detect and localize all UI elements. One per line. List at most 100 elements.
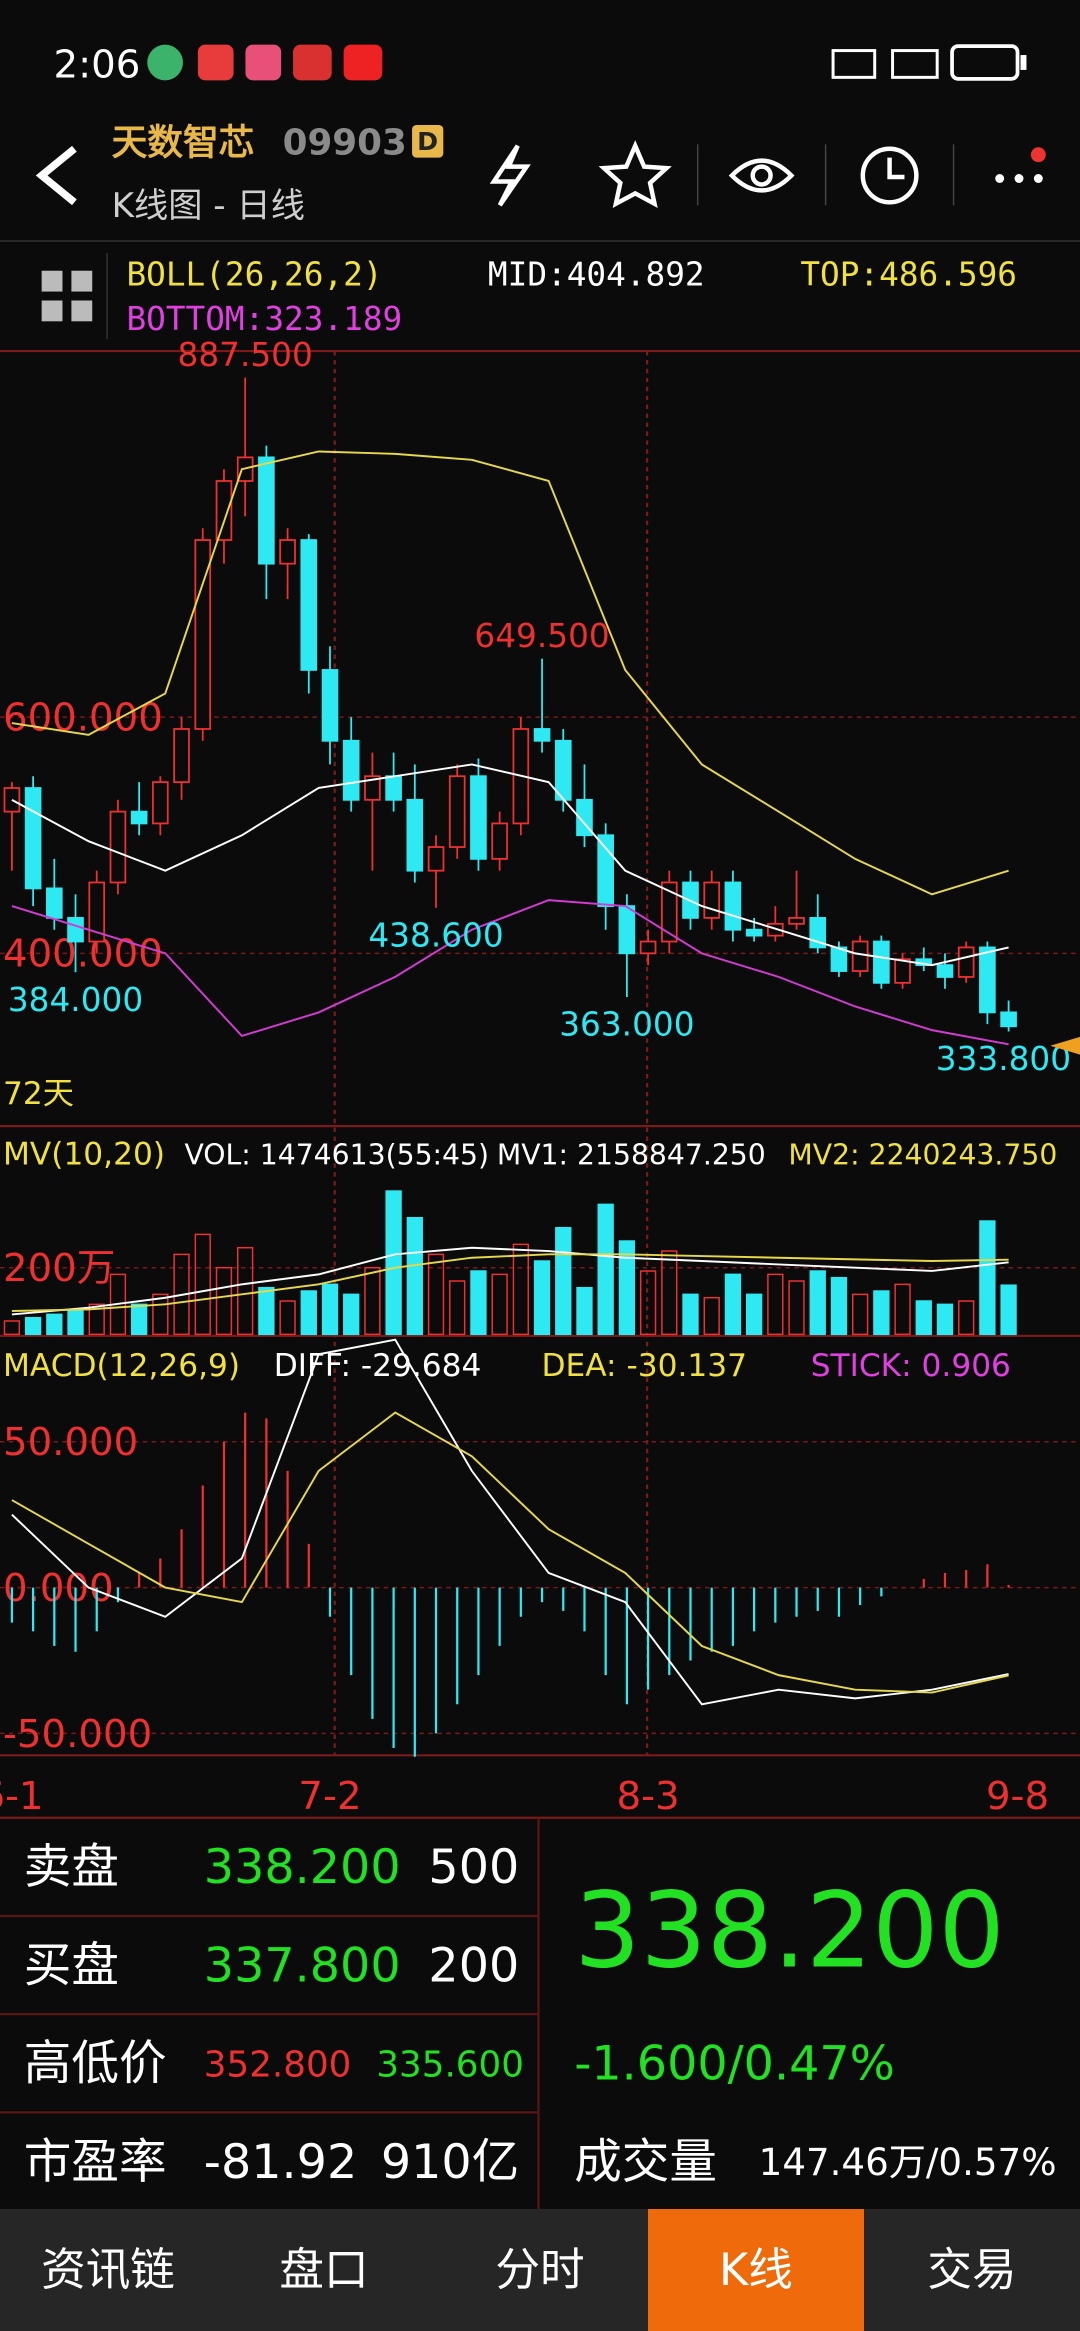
grid-icon[interactable] xyxy=(41,270,93,322)
volume-value: 147.46万/0.57% xyxy=(759,2140,1057,2184)
price-annotation: 887.500 xyxy=(178,336,313,374)
volume-bar xyxy=(851,1293,869,1336)
volume-bar xyxy=(703,1296,720,1336)
price-annotation: 384.000 xyxy=(8,981,143,1019)
status-icons xyxy=(147,44,1027,81)
candle-body xyxy=(45,887,63,919)
candle-body xyxy=(491,822,508,860)
volume-bar xyxy=(237,1246,254,1336)
volume-bar xyxy=(449,1280,466,1336)
volume-bar xyxy=(130,1303,148,1336)
volume-bar xyxy=(618,1240,636,1336)
candle-body xyxy=(957,946,975,978)
boll-top: TOP:486.596 xyxy=(800,256,1017,294)
volume-info: MV1: 2158847.250 xyxy=(497,1139,766,1172)
quote-label: 市盈率 xyxy=(24,2135,167,2190)
volume-bar xyxy=(343,1293,360,1336)
volume-bar xyxy=(661,1250,678,1336)
chart: 600.000400.000887.500649.500384.000438.6… xyxy=(0,336,1080,1819)
candle-body xyxy=(533,728,551,742)
y-tick-label: -50.000 xyxy=(3,1712,152,1757)
volume-bar xyxy=(830,1276,848,1336)
candle-body xyxy=(109,810,127,884)
toolbar[interactable] xyxy=(489,140,919,209)
volume-bar xyxy=(427,1253,445,1336)
volume-bar xyxy=(364,1266,381,1336)
badge-bg xyxy=(412,124,444,158)
price-annotation: 333.800 xyxy=(936,1040,1071,1078)
indicator-line xyxy=(11,1338,1009,1706)
candle-body xyxy=(873,940,890,984)
pe-ratio: -81.92 xyxy=(204,2135,357,2190)
quote: 卖盘 338.200 500 买盘 337.800 200 高低价 352.800 335.60… xyxy=(24,1840,524,2190)
candle-body xyxy=(639,940,657,955)
volume-bar xyxy=(512,1243,530,1336)
volume-label: 成交量 xyxy=(574,2135,717,2190)
volume-bar xyxy=(958,1300,975,1336)
x-tick-label: 8-3 xyxy=(617,1774,680,1819)
volume-bar xyxy=(724,1273,742,1336)
tab-label[interactable]: 盘口 xyxy=(279,2244,368,2296)
boll-bottom: BOTTOM:323.189 xyxy=(126,300,402,338)
volume-bar xyxy=(300,1290,317,1336)
volume-info: MV(10,20) xyxy=(3,1137,165,1173)
more-button[interactable] xyxy=(995,147,1046,183)
volume-bar xyxy=(194,1233,211,1336)
volume-bar xyxy=(639,1270,657,1336)
y-tick-label: 0.000 xyxy=(3,1566,114,1611)
candle-body xyxy=(427,846,445,872)
volume-bar xyxy=(279,1300,296,1336)
candle-body xyxy=(24,787,42,890)
indicator-line xyxy=(11,899,1009,1046)
tab[interactable] xyxy=(0,2209,216,2331)
tab-label[interactable]: 资讯链 xyxy=(41,2244,175,2296)
indicator-line xyxy=(11,1411,1009,1694)
quote-size: 500 xyxy=(428,1840,519,1895)
volume-info: MV2: 2240243.750 xyxy=(788,1139,1057,1172)
volume-bar xyxy=(46,1313,63,1336)
volume-bar xyxy=(767,1273,784,1336)
candle-body xyxy=(448,775,466,848)
back-button[interactable] xyxy=(35,145,77,206)
last-price: 338.200 xyxy=(574,1870,1005,1992)
tabs: 资讯链 盘口 分时 K线 交易 xyxy=(0,2209,1080,2331)
indicator-line xyxy=(11,450,1009,896)
indicator-line xyxy=(11,1246,1009,1316)
tab[interactable] xyxy=(432,2209,648,2331)
tab[interactable] xyxy=(216,2209,432,2331)
volume-bar xyxy=(215,1266,233,1336)
tab-label[interactable]: 交易 xyxy=(927,2244,1016,2296)
volume-bar xyxy=(915,1300,932,1336)
tab-label[interactable]: K线 xyxy=(719,2244,793,2296)
candle-body xyxy=(342,739,360,801)
candle-body xyxy=(279,539,296,565)
high-price: 352.800 xyxy=(204,2045,352,2086)
stock-code: 09903 xyxy=(283,123,407,164)
volume-bar xyxy=(979,1220,996,1336)
volume-bar xyxy=(3,1320,21,1336)
volume-bar xyxy=(24,1316,42,1336)
subtitle: K线图 - 日线 xyxy=(112,186,305,226)
candle-body xyxy=(1000,1011,1017,1028)
volume-bar xyxy=(470,1270,487,1336)
macd-info: MACD(12,26,9) xyxy=(3,1348,240,1384)
candle-body xyxy=(152,781,169,825)
candle-body xyxy=(724,881,742,931)
candle-body xyxy=(364,775,381,801)
tab[interactable] xyxy=(864,2209,1080,2331)
tab[interactable] xyxy=(648,2209,864,2331)
indicator-line xyxy=(11,1253,1009,1312)
volume-bar xyxy=(152,1293,169,1336)
volume-bar xyxy=(788,1280,805,1336)
badge: D xyxy=(417,127,438,156)
boll-label: BOLL(26,26,2) xyxy=(126,256,382,294)
volume-bar xyxy=(1000,1284,1017,1336)
quote-label: 卖盘 xyxy=(24,1840,119,1895)
candle-body xyxy=(258,456,275,565)
tab-label[interactable]: 分时 xyxy=(495,2244,584,2296)
price-pointer xyxy=(1050,1036,1080,1055)
